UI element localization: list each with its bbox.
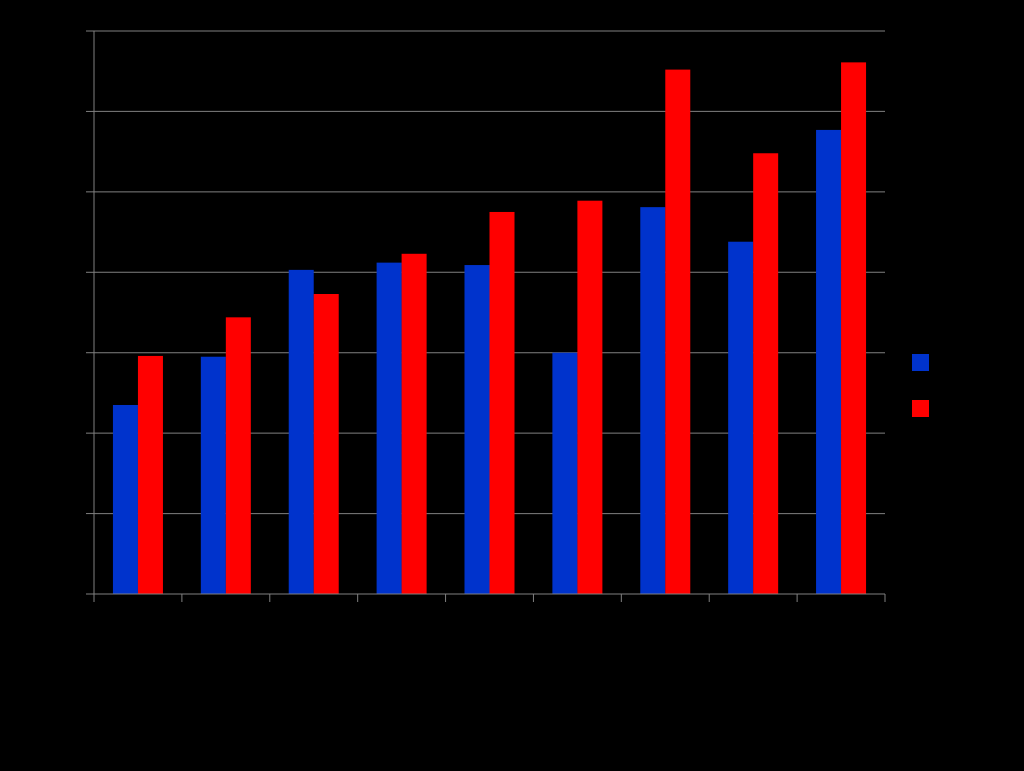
bar-series-2-8 — [753, 153, 779, 594]
bar-series-1-5 — [464, 265, 490, 594]
bar-series-1-2 — [200, 356, 226, 594]
bar-series-1-7 — [640, 207, 666, 595]
axes — [86, 30, 886, 602]
bar-series-1-9 — [816, 129, 842, 595]
bar-series-1-3 — [288, 269, 314, 594]
legend-swatch-2 — [912, 400, 929, 417]
bars — [112, 62, 867, 595]
legend — [912, 354, 929, 417]
bar-series-2-9 — [841, 62, 867, 595]
bar-series-2-2 — [225, 317, 251, 594]
bar-series-1-1 — [112, 404, 138, 594]
bar-series-2-6 — [577, 200, 603, 594]
bar-series-2-5 — [489, 211, 515, 594]
bar-series-2-3 — [313, 294, 339, 594]
bar-series-2-4 — [401, 253, 427, 594]
bar-series-2-7 — [665, 69, 691, 594]
legend-swatch-1 — [912, 354, 929, 371]
bar-series-1-4 — [376, 262, 402, 594]
bar-series-2-1 — [137, 355, 163, 594]
bar-series-1-8 — [728, 241, 754, 595]
bar-series-1-6 — [552, 352, 578, 594]
